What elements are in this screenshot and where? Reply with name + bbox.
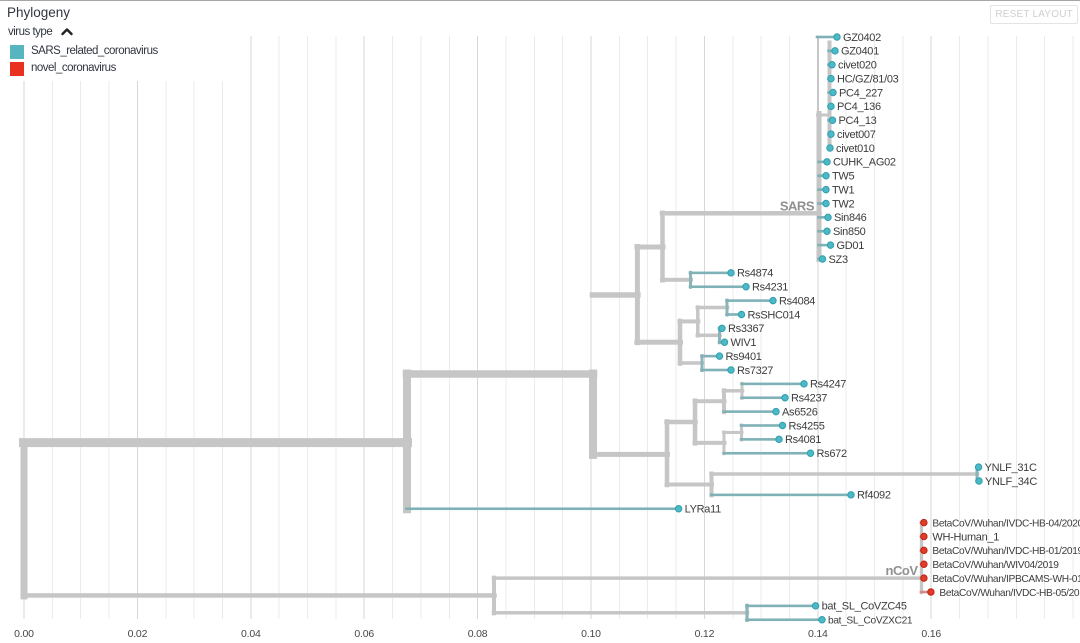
svg-text:WIV1: WIV1 bbox=[731, 337, 757, 349]
svg-text:Rs3367: Rs3367 bbox=[728, 323, 764, 335]
svg-text:0.08: 0.08 bbox=[468, 628, 488, 640]
svg-text:bat_SL_CoVZXC21: bat_SL_CoVZXC21 bbox=[828, 616, 913, 627]
svg-text:Rs4247: Rs4247 bbox=[810, 379, 846, 391]
svg-text:WH-Human_1: WH-Human_1 bbox=[932, 531, 999, 543]
svg-text:LYRa11: LYRa11 bbox=[685, 504, 722, 516]
svg-text:Rs4874: Rs4874 bbox=[737, 268, 773, 280]
svg-text:GD01: GD01 bbox=[837, 240, 865, 252]
svg-text:Rf4092: Rf4092 bbox=[857, 490, 891, 502]
svg-text:0.10: 0.10 bbox=[581, 628, 601, 640]
svg-text:Rs672: Rs672 bbox=[817, 448, 847, 460]
svg-text:TW5: TW5 bbox=[832, 171, 855, 183]
svg-text:0.02: 0.02 bbox=[128, 628, 148, 640]
svg-text:GZ0402: GZ0402 bbox=[843, 32, 881, 44]
svg-text:civet020: civet020 bbox=[838, 60, 877, 72]
svg-text:CUHK_AG02: CUHK_AG02 bbox=[833, 157, 896, 169]
svg-text:0.14: 0.14 bbox=[808, 628, 828, 640]
svg-text:RsSHC014: RsSHC014 bbox=[748, 309, 801, 321]
svg-text:Rs4255: Rs4255 bbox=[789, 420, 825, 432]
svg-text:0.06: 0.06 bbox=[354, 628, 374, 640]
svg-text:BetaCoV/Wuhan/WIV04/2019: BetaCoV/Wuhan/WIV04/2019 bbox=[932, 560, 1059, 571]
svg-text:GZ0401: GZ0401 bbox=[841, 46, 879, 58]
svg-text:Rs9401: Rs9401 bbox=[726, 351, 762, 363]
svg-text:TW2: TW2 bbox=[832, 198, 855, 210]
svg-text:PC4_227: PC4_227 bbox=[839, 87, 883, 99]
svg-text:civet010: civet010 bbox=[836, 143, 875, 155]
svg-text:0.16: 0.16 bbox=[921, 628, 941, 640]
svg-text:Rs4231: Rs4231 bbox=[752, 282, 788, 294]
svg-text:SZ3: SZ3 bbox=[829, 254, 848, 266]
svg-text:Rs4237: Rs4237 bbox=[791, 393, 827, 405]
svg-text:Sin846: Sin846 bbox=[834, 212, 867, 224]
svg-text:Rs4084: Rs4084 bbox=[779, 295, 815, 307]
svg-text:0.12: 0.12 bbox=[695, 628, 715, 640]
svg-text:BetaCoV/Wuhan/IVDC-HB-04/2020: BetaCoV/Wuhan/IVDC-HB-04/2020 bbox=[932, 518, 1080, 529]
svg-text:BetaCoV/Wuhan/IPBCAMS-WH-01/20: BetaCoV/Wuhan/IPBCAMS-WH-01/2019 bbox=[932, 574, 1080, 585]
svg-text:TW1: TW1 bbox=[832, 184, 855, 196]
svg-text:As6526: As6526 bbox=[782, 406, 818, 418]
svg-text:YNLF_34C: YNLF_34C bbox=[985, 476, 1037, 488]
svg-text:YNLF_31C: YNLF_31C bbox=[985, 462, 1037, 474]
svg-text:HC/GZ/81/03: HC/GZ/81/03 bbox=[837, 73, 899, 85]
svg-text:civet007: civet007 bbox=[837, 129, 876, 141]
svg-text:PC4_13: PC4_13 bbox=[839, 115, 877, 127]
svg-text:SARS: SARS bbox=[780, 199, 815, 214]
svg-text:BetaCoV/Wuhan/IVDC-HB-05/2019: BetaCoV/Wuhan/IVDC-HB-05/2019 bbox=[939, 588, 1080, 599]
svg-text:Rs4081: Rs4081 bbox=[785, 434, 821, 446]
svg-text:Sin850: Sin850 bbox=[833, 226, 866, 238]
svg-text:PC4_136: PC4_136 bbox=[837, 101, 881, 113]
svg-text:Rs7327: Rs7327 bbox=[737, 365, 773, 377]
svg-text:0.04: 0.04 bbox=[241, 628, 261, 640]
svg-text:0.00: 0.00 bbox=[14, 628, 34, 640]
svg-text:nCoV: nCoV bbox=[886, 563, 919, 578]
svg-text:BetaCoV/Wuhan/IVDC-HB-01/2019: BetaCoV/Wuhan/IVDC-HB-01/2019 bbox=[932, 546, 1080, 557]
svg-text:bat_SL_CoVZC45: bat_SL_CoVZC45 bbox=[822, 601, 907, 613]
